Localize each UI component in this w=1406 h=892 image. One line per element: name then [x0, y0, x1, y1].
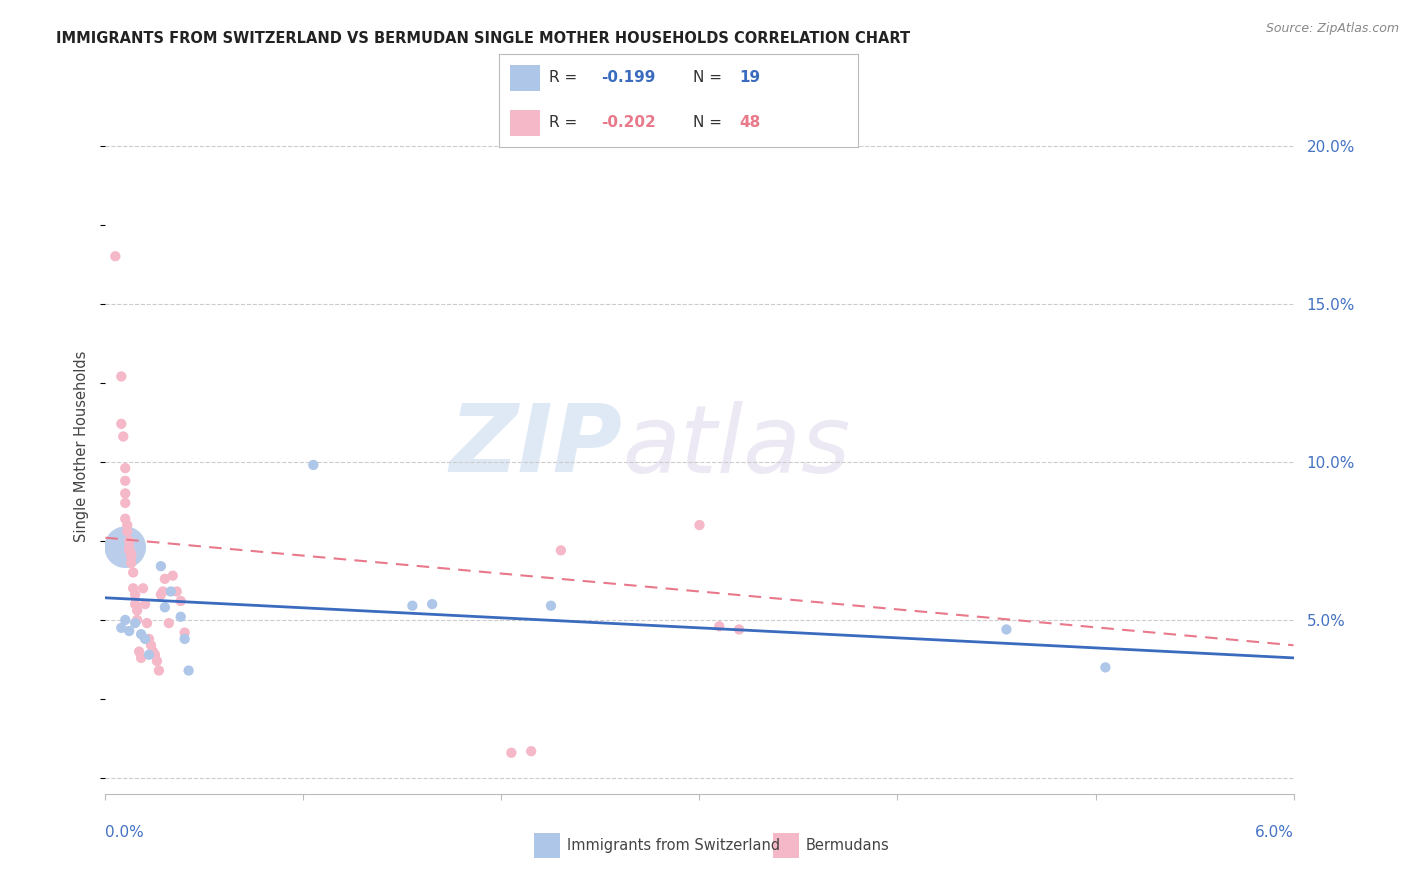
- Point: [114, 540, 136, 554]
- Point: [118, 540, 141, 554]
- Point: [115, 524, 138, 539]
- Text: IMMIGRANTS FROM SWITZERLAND VS BERMUDAN SINGLE MOTHER HOUSEHOLDS CORRELATION CHA: IMMIGRANTS FROM SWITZERLAND VS BERMUDAN …: [56, 31, 910, 46]
- Point: [520, 744, 543, 758]
- Point: [114, 474, 136, 488]
- Point: [157, 616, 180, 631]
- Point: [709, 619, 731, 633]
- Point: [143, 648, 166, 662]
- Point: [114, 461, 136, 475]
- Text: -0.202: -0.202: [602, 115, 657, 130]
- Text: Source: ZipAtlas.com: Source: ZipAtlas.com: [1265, 22, 1399, 36]
- Point: [120, 556, 142, 570]
- Point: [122, 582, 145, 596]
- Point: [152, 584, 174, 599]
- Text: N =: N =: [693, 70, 727, 85]
- Point: [124, 616, 146, 631]
- Point: [114, 613, 136, 627]
- Point: [120, 547, 142, 561]
- Point: [170, 594, 193, 608]
- Text: Bermudans: Bermudans: [806, 838, 890, 853]
- Point: [550, 543, 572, 558]
- Point: [149, 559, 172, 574]
- Point: [177, 664, 200, 678]
- Text: 6.0%: 6.0%: [1254, 825, 1294, 840]
- Point: [173, 632, 195, 646]
- Point: [104, 249, 127, 263]
- Point: [124, 588, 146, 602]
- Point: [173, 625, 195, 640]
- FancyBboxPatch shape: [510, 65, 540, 91]
- Text: ZIP: ZIP: [450, 400, 623, 492]
- Point: [153, 572, 176, 586]
- Point: [114, 486, 136, 500]
- Point: [132, 582, 155, 596]
- Point: [540, 599, 562, 613]
- Text: N =: N =: [693, 115, 727, 130]
- Point: [112, 429, 135, 443]
- Point: [128, 644, 150, 658]
- Text: Immigrants from Switzerland: Immigrants from Switzerland: [567, 838, 780, 853]
- Point: [153, 600, 176, 615]
- Point: [115, 518, 138, 533]
- Point: [118, 624, 141, 638]
- Point: [159, 584, 181, 599]
- Point: [118, 543, 141, 558]
- Text: R =: R =: [550, 70, 582, 85]
- Point: [139, 638, 162, 652]
- Point: [138, 632, 160, 646]
- Point: [110, 417, 132, 431]
- Text: 0.0%: 0.0%: [105, 825, 145, 840]
- Point: [122, 566, 145, 580]
- Point: [146, 654, 169, 668]
- Point: [136, 616, 159, 631]
- Point: [148, 664, 170, 678]
- Point: [142, 644, 165, 658]
- Point: [114, 496, 136, 510]
- Text: 19: 19: [740, 70, 761, 85]
- Point: [110, 621, 132, 635]
- Point: [728, 623, 751, 637]
- Point: [401, 599, 423, 613]
- Point: [120, 549, 142, 564]
- Point: [302, 458, 325, 472]
- Point: [501, 746, 523, 760]
- Point: [166, 584, 188, 599]
- Y-axis label: Single Mother Households: Single Mother Households: [75, 351, 90, 541]
- Point: [134, 597, 156, 611]
- Point: [134, 632, 156, 646]
- Point: [124, 597, 146, 611]
- Point: [129, 651, 152, 665]
- Point: [129, 627, 152, 641]
- Text: atlas: atlas: [623, 401, 851, 491]
- Text: 48: 48: [740, 115, 761, 130]
- Point: [114, 512, 136, 526]
- Point: [1094, 660, 1116, 674]
- Point: [118, 533, 141, 548]
- Point: [420, 597, 443, 611]
- Text: R =: R =: [550, 115, 582, 130]
- Point: [170, 609, 193, 624]
- Point: [138, 648, 160, 662]
- Point: [689, 518, 711, 533]
- Point: [127, 613, 149, 627]
- FancyBboxPatch shape: [510, 110, 540, 136]
- Point: [162, 568, 184, 582]
- Point: [127, 603, 149, 617]
- Point: [149, 588, 172, 602]
- Point: [110, 369, 132, 384]
- Point: [995, 623, 1018, 637]
- Text: -0.199: -0.199: [602, 70, 655, 85]
